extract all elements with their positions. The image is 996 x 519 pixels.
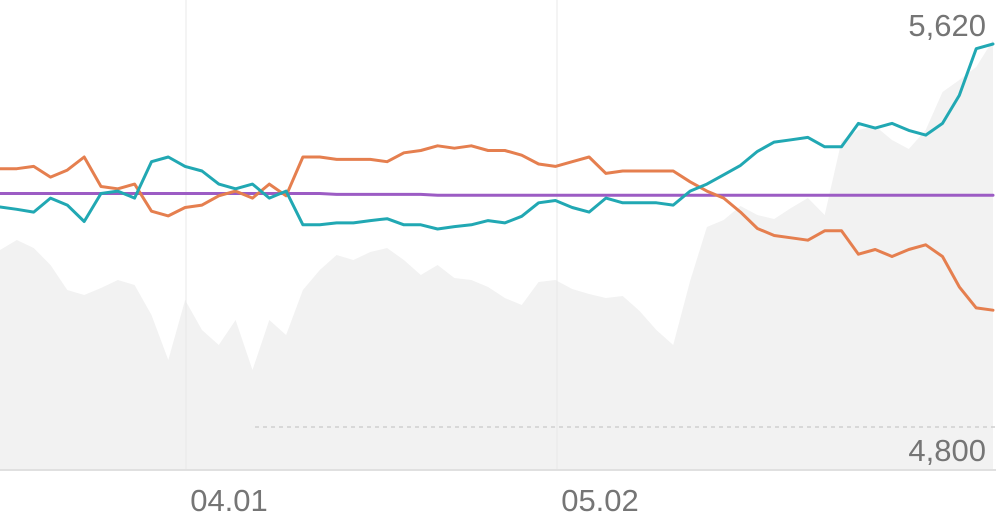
x-tick-label-05-02: 05.02	[561, 483, 639, 518]
max-value-label: 5,620	[908, 8, 986, 43]
min-value-label: 4,800	[908, 433, 986, 468]
series-line-purple	[0, 192, 995, 197]
x-tick-label-04-01: 04.01	[190, 483, 268, 518]
series-lines	[0, 42, 995, 312]
gridlines	[0, 0, 996, 471]
labels: 5,620 4,800 04.01 05.02	[190, 8, 986, 518]
series-line-teal	[0, 42, 995, 231]
background-volume-area	[0, 40, 993, 470]
volume-area	[0, 40, 993, 470]
series-line-orange	[0, 144, 995, 312]
